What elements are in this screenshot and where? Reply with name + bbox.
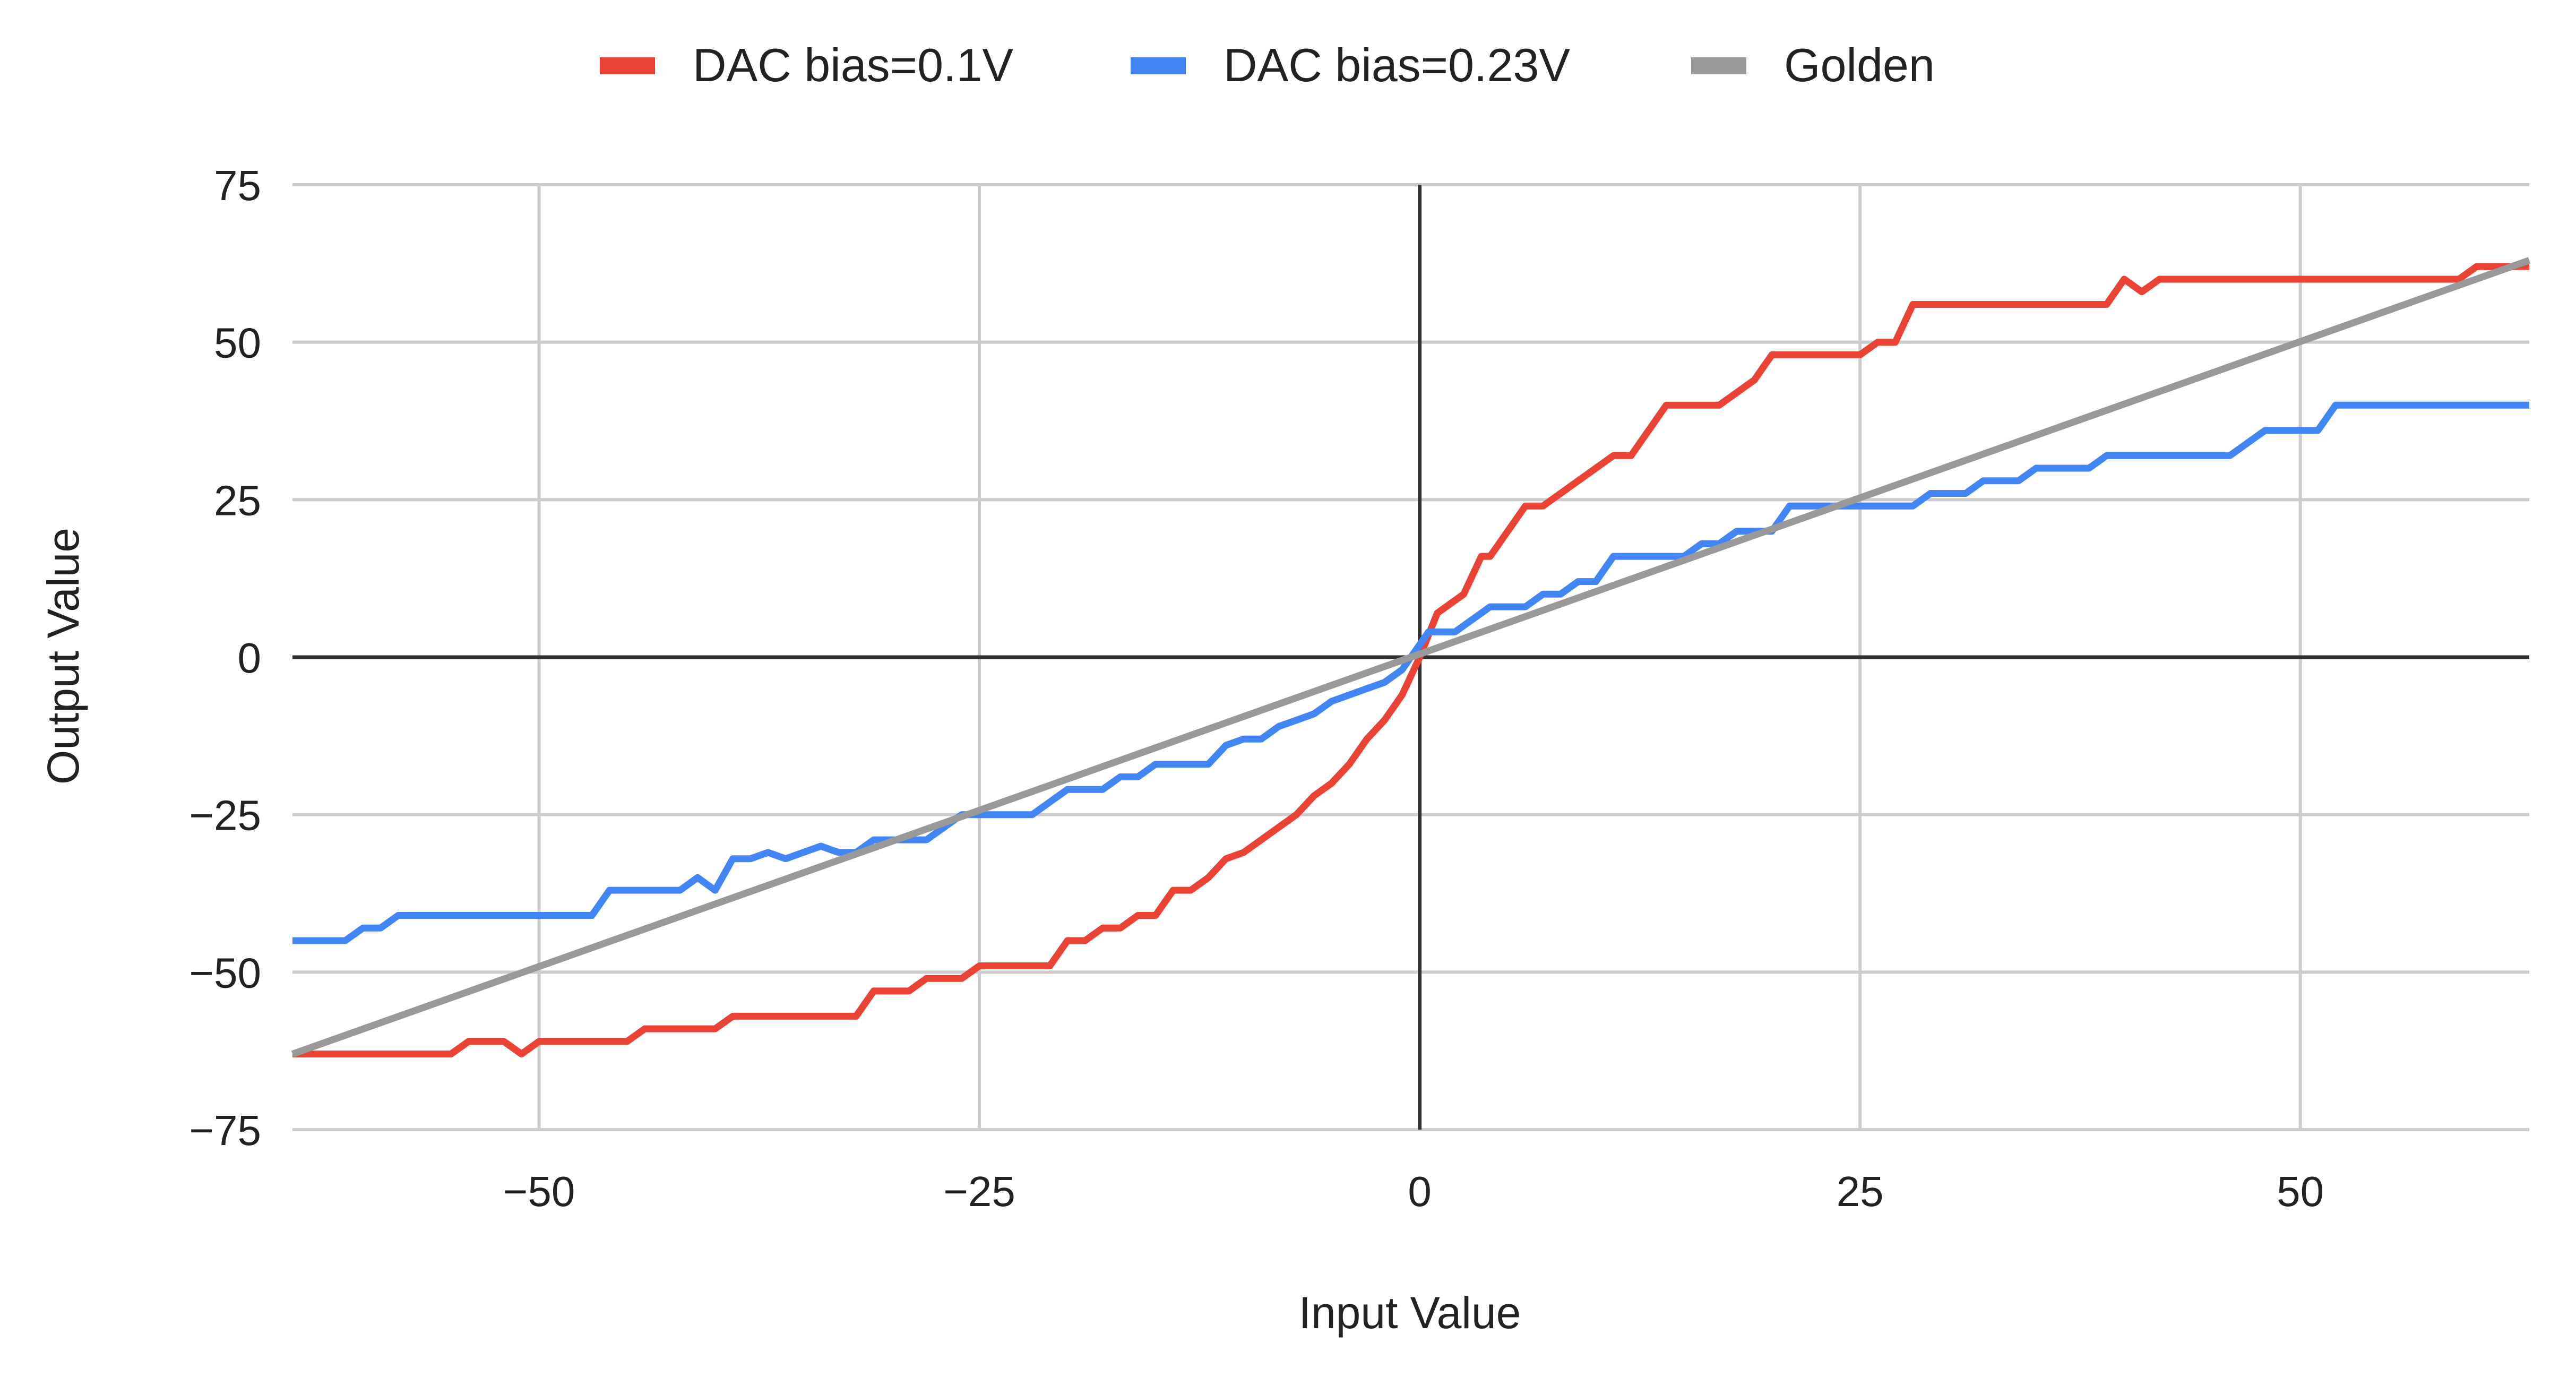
- x-tick-label: 25: [1837, 1168, 1884, 1215]
- legend-swatch: [600, 57, 655, 74]
- tick-labels: −75 −50 −25 0 25 50 75 −50 −25 0 25 50: [189, 162, 2324, 1215]
- legend-swatch: [1131, 57, 1186, 74]
- legend-item[interactable]: DAC bias=0.23V: [1131, 39, 1570, 91]
- y-tick-label: −25: [189, 792, 261, 839]
- x-tick-label: −50: [503, 1168, 575, 1215]
- legend-item[interactable]: Golden: [1691, 39, 1935, 91]
- legend-label: DAC bias=0.23V: [1224, 39, 1570, 91]
- y-tick-label: 50: [214, 320, 261, 367]
- series-line-dac-bias-0-1v: [292, 263, 2529, 1058]
- grid: [292, 183, 2529, 1131]
- legend-item[interactable]: DAC bias=0.1V: [600, 39, 1013, 91]
- series-line-golden: [291, 257, 2531, 1057]
- y-tick-label: −50: [189, 949, 261, 996]
- x-tick-label: 50: [2277, 1168, 2324, 1215]
- x-tick-label: −25: [943, 1168, 1015, 1215]
- series-line-dac-bias-0-23v: [292, 401, 2529, 944]
- series-lines: [291, 257, 2531, 1058]
- y-tick-label: 0: [238, 634, 262, 682]
- y-axis-label: Output Value: [38, 528, 88, 785]
- x-tick-label: 0: [1408, 1168, 1432, 1215]
- legend-label: DAC bias=0.1V: [693, 39, 1013, 91]
- legend-label: Golden: [1784, 39, 1935, 91]
- y-tick-label: 25: [214, 477, 261, 524]
- legend[interactable]: DAC bias=0.1V DAC bias=0.23V Golden: [600, 39, 1935, 91]
- legend-swatch: [1691, 57, 1746, 74]
- y-tick-label: 75: [214, 162, 261, 209]
- x-axis-label: Input Value: [1299, 1288, 1521, 1338]
- y-tick-label: −75: [189, 1107, 261, 1154]
